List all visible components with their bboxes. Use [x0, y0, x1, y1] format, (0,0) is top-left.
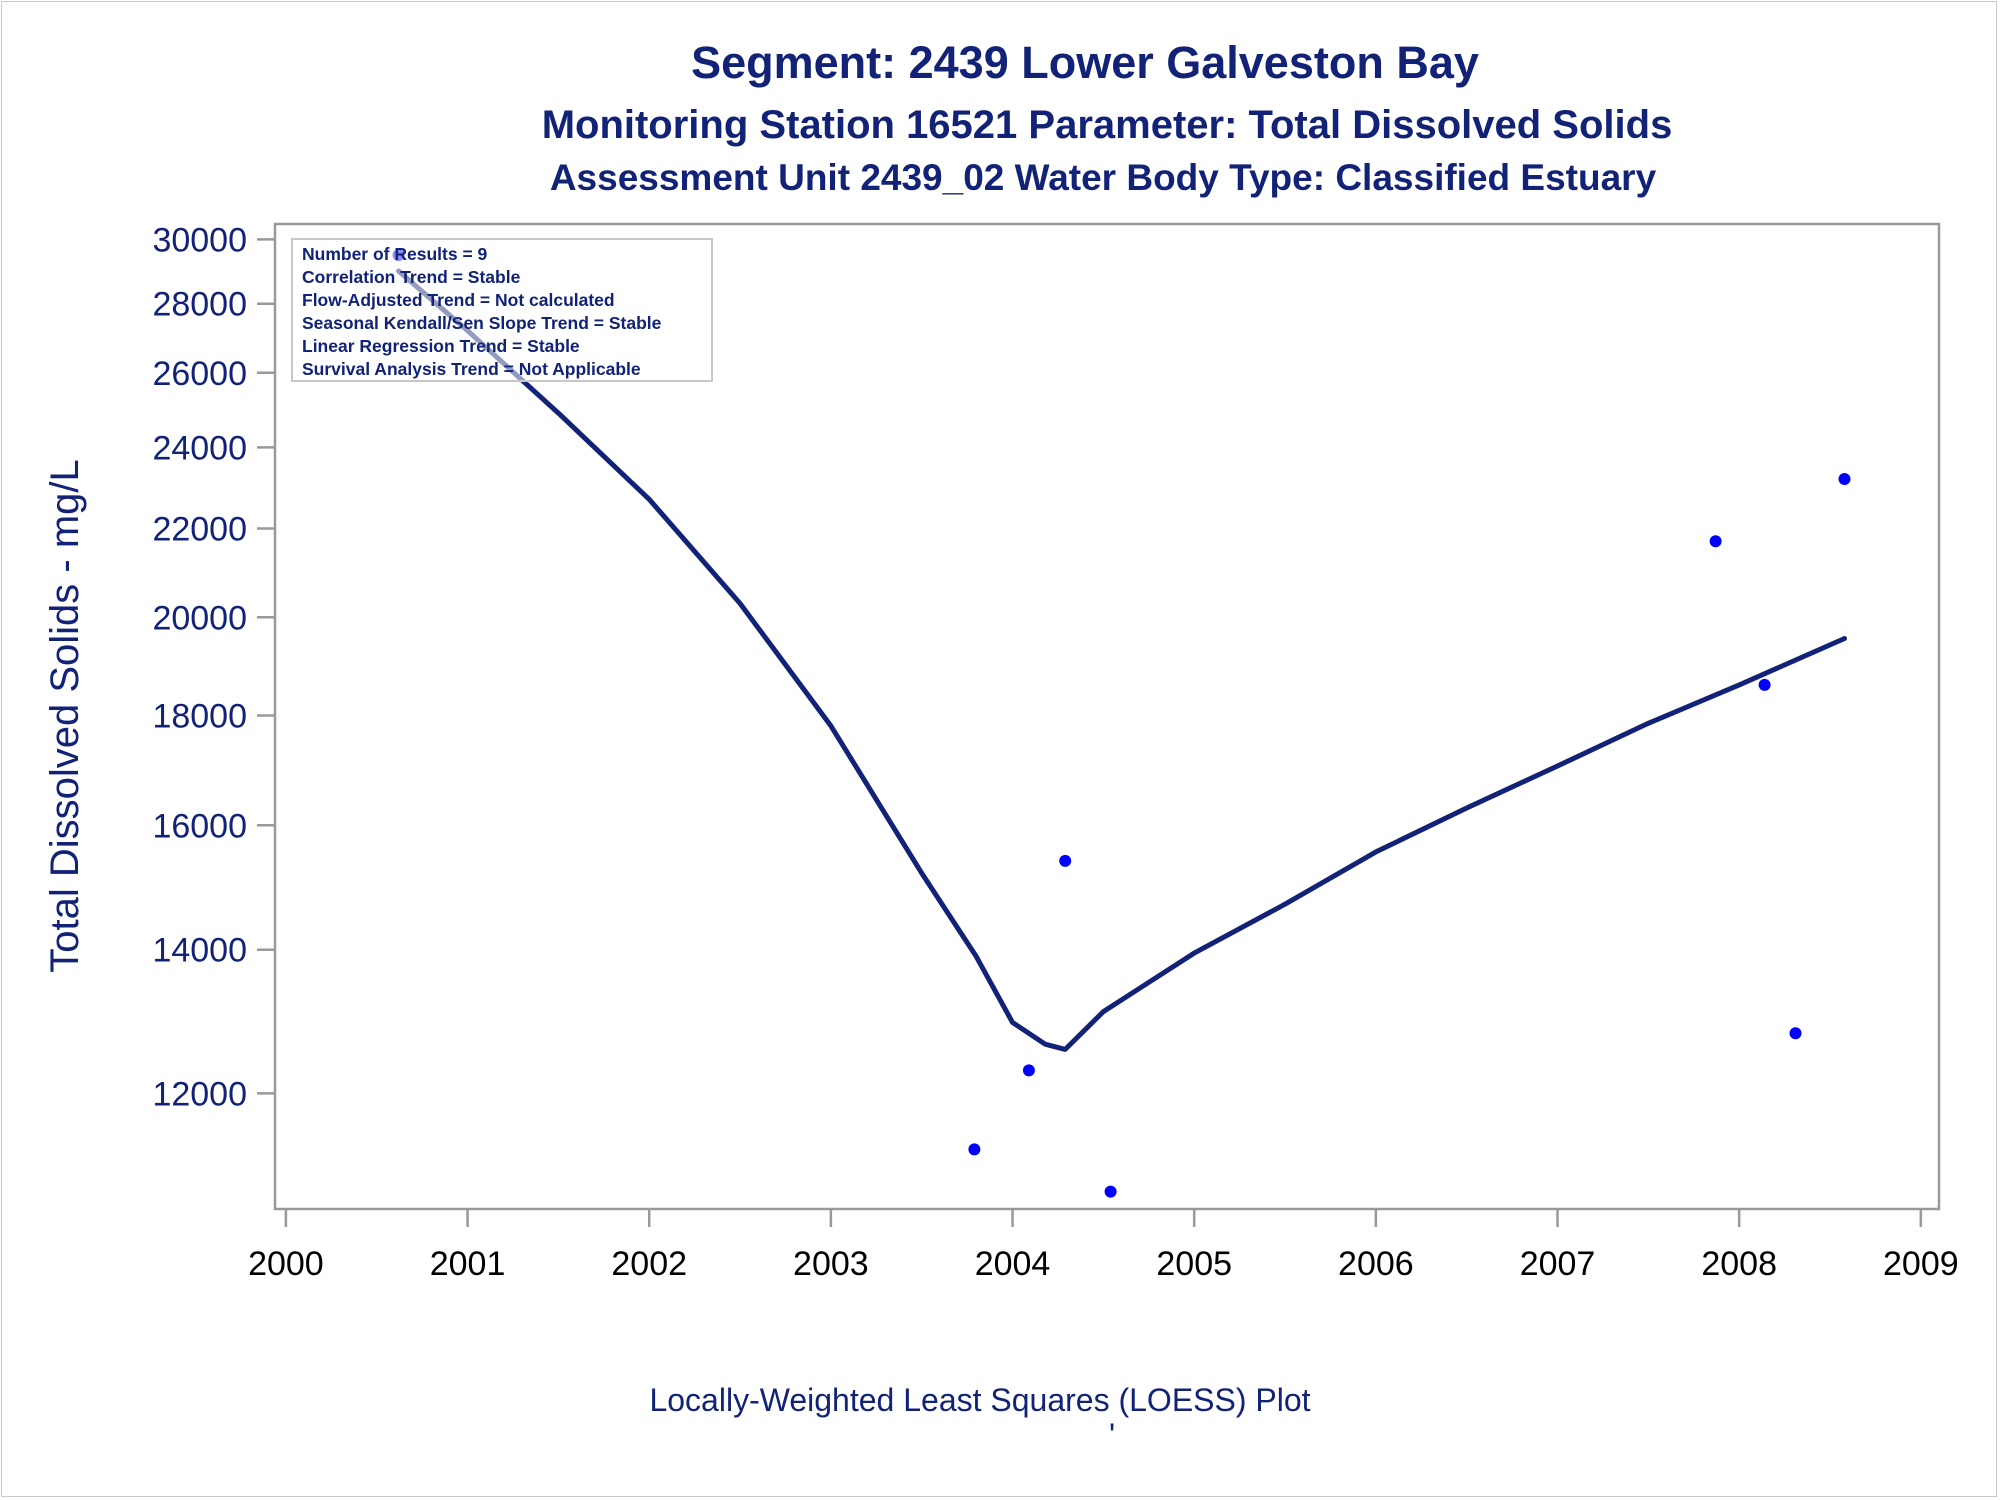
x-axis: 2000 2001 2002 2003 2004 2005 2006 2007 2008 2009 — [248, 1209, 1959, 1283]
y-tick-label: 12000 — [152, 1075, 247, 1113]
chart-footnote: Locally-Weighted Least Squares (LOESS) P… — [649, 1382, 1310, 1418]
x-tick-label: 2006 — [1338, 1245, 1414, 1283]
data-points — [392, 249, 1851, 1198]
data-point — [1789, 1027, 1802, 1040]
y-tick-label: 16000 — [152, 807, 247, 845]
stat-line-flow-adjusted: Flow-Adjusted Trend = Not calculated — [302, 290, 615, 310]
y-tick-label: 26000 — [152, 355, 247, 393]
y-tick-label: 22000 — [152, 510, 247, 548]
y-axis-label: Total Dissolved Solids - mg/L — [43, 459, 87, 973]
data-point — [1709, 535, 1722, 548]
x-tick-label: 2001 — [430, 1245, 506, 1283]
stat-line-survival-analysis: Survival Analysis Trend = Not Applicable — [302, 359, 641, 379]
chart-subtitle-1: Monitoring Station 16521 Parameter: Tota… — [542, 103, 1673, 147]
x-tick-label: 2004 — [975, 1245, 1051, 1283]
data-point — [1758, 678, 1771, 691]
data-point — [1022, 1064, 1035, 1077]
x-tick-label: 2007 — [1520, 1245, 1596, 1283]
x-tick-label: 2009 — [1883, 1245, 1959, 1283]
stat-line-results: Number of Results = 9 — [302, 244, 488, 264]
x-tick-label: 2002 — [611, 1245, 687, 1283]
data-point — [968, 1143, 981, 1156]
data-point — [1059, 854, 1072, 867]
y-tick-label: 28000 — [152, 286, 247, 324]
y-tick-label: 20000 — [152, 599, 247, 637]
footnote-mark: ' — [1109, 1417, 1115, 1453]
stat-line-seasonal-kendall: Seasonal Kendall/Sen Slope Trend = Stabl… — [302, 313, 662, 333]
y-tick-label: 18000 — [152, 697, 247, 735]
x-tick-label: 2008 — [1701, 1245, 1777, 1283]
loess-trend-line — [396, 268, 1847, 1052]
y-tick-label: 14000 — [152, 932, 247, 970]
x-tick-label: 2005 — [1156, 1245, 1232, 1283]
y-tick-label: 30000 — [152, 221, 247, 259]
data-point — [1838, 473, 1851, 485]
y-tick-label: 24000 — [152, 429, 247, 467]
x-tick-label: 2003 — [793, 1245, 869, 1283]
chart-title: Segment: 2439 Lower Galveston Bay — [691, 37, 1479, 88]
chart-subtitle-2: Assessment Unit 2439_02 Water Body Type:… — [550, 157, 1657, 198]
trend-stats-box: Number of Results = 9 Correlation Trend … — [291, 238, 713, 382]
x-tick-label: 2000 — [248, 1245, 324, 1283]
data-point — [1104, 1185, 1117, 1198]
y-axis: 12000 14000 16000 18000 20000 22000 24000 26000… — [152, 221, 275, 1113]
trend-stats-box-border — [291, 238, 713, 382]
stat-line-correlation: Correlation Trend = Stable — [302, 267, 521, 287]
stat-line-linear-regression: Linear Regression Trend = Stable — [302, 336, 580, 356]
